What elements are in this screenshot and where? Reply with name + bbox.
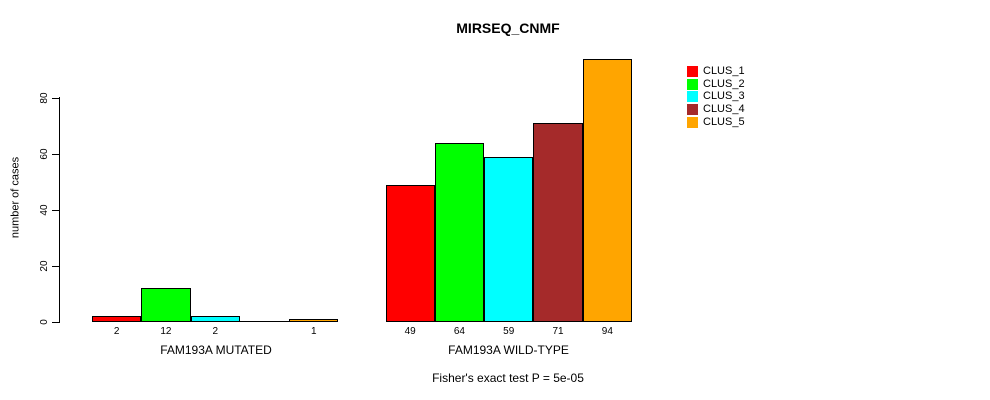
y-tick-label: 40 (39, 204, 50, 216)
legend-label: CLUS_5 (703, 115, 745, 128)
bar-value-label: 12 (160, 326, 172, 337)
y-tick-mark (52, 97, 59, 99)
y-tick-label: 60 (39, 148, 50, 160)
y-axis-line (59, 97, 60, 323)
legend-swatch-icon (687, 91, 698, 103)
bar-value-label: 59 (503, 326, 515, 337)
y-tick-mark (52, 321, 59, 323)
legend-label: CLUS_2 (703, 77, 745, 90)
group-label-2: FAM193A WILD-TYPE (448, 343, 569, 357)
bar-clus_5-group2 (582, 59, 632, 322)
bar-value-label: 1 (311, 326, 317, 337)
legend-entry-clus_2: CLUS_2 (687, 78, 745, 91)
legend-label: CLUS_3 (703, 90, 745, 103)
legend-swatch-icon (687, 65, 698, 77)
legend-label: CLUS_1 (703, 64, 745, 77)
legend-entry-clus_4: CLUS_4 (687, 103, 745, 116)
y-tick-mark (52, 153, 59, 155)
bar-value-label: 49 (404, 326, 416, 337)
bar-clus_3-group1 (190, 316, 240, 322)
y-tick-label: 20 (39, 260, 50, 272)
bar-value-label: 64 (453, 326, 465, 337)
y-tick-mark (52, 209, 59, 211)
bar-clus_3-group2 (484, 157, 534, 322)
bar-value-label: 71 (552, 326, 564, 337)
bar-clus_1-group2 (385, 185, 435, 322)
legend-entry-clus_5: CLUS_5 (687, 116, 745, 129)
bar-clus_2-group2 (434, 143, 485, 322)
y-tick-label: 0 (39, 319, 50, 325)
y-tick-label: 80 (39, 92, 50, 104)
legend-label: CLUS_4 (703, 102, 745, 115)
bar-clus_4-group1-zero (239, 321, 290, 322)
legend-swatch-icon (687, 78, 698, 90)
bar-value-label: 94 (601, 326, 613, 337)
legend-entry-clus_3: CLUS_3 (687, 90, 745, 103)
legend-swatch-icon (687, 116, 698, 128)
bar-clus_4-group2 (533, 123, 583, 322)
y-axis-label: number of cases (9, 156, 22, 239)
legend: CLUS_1 CLUS_2 CLUS_3 CLUS_4 CLUS_5 (687, 65, 745, 128)
bar-clus_1-group1 (92, 316, 142, 322)
bar-value-label: 2 (212, 326, 219, 337)
chart-title: MIRSEQ_CNMF (456, 20, 560, 36)
legend-entry-clus_1: CLUS_1 (687, 65, 745, 78)
bar-value-label: 2 (113, 326, 120, 337)
legend-swatch-icon (687, 103, 698, 115)
group-label-1: FAM193A MUTATED (160, 343, 272, 357)
y-tick-mark (52, 265, 59, 267)
bar-clus_2-group1 (141, 288, 191, 322)
annotation-text: Fisher's exact test P = 5e-05 (432, 371, 584, 385)
bar-clus_5-group1 (289, 319, 339, 322)
